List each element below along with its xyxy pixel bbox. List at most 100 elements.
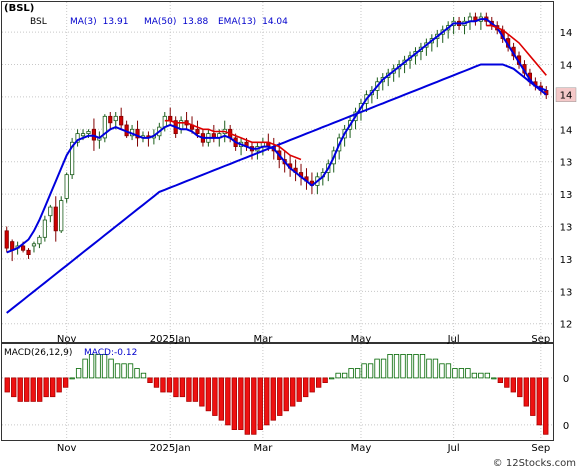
macd-bar	[361, 363, 367, 379]
price-grid	[2, 2, 553, 342]
macd-bar	[160, 377, 166, 393]
macd-bar	[49, 377, 56, 398]
candle-body	[80, 133, 86, 137]
macd-bar	[445, 363, 452, 379]
macd-bar	[543, 377, 549, 435]
macd-bar	[387, 353, 393, 379]
price-tick-label: 13	[560, 255, 573, 266]
candle-body	[91, 128, 97, 141]
macd-bar	[153, 377, 160, 388]
candle-body	[64, 174, 69, 199]
macd-bar	[147, 377, 153, 383]
macd-bar	[523, 377, 529, 407]
macd-bar	[517, 377, 523, 398]
macd-bar	[413, 353, 419, 379]
macd-x-label: May	[351, 443, 372, 454]
ema13-line	[164, 24, 547, 161]
macd-bar	[205, 377, 212, 412]
macd-bar	[257, 377, 263, 430]
macd-bar	[504, 377, 510, 388]
macd-bar	[309, 377, 315, 393]
macd-bar	[95, 353, 101, 379]
candle-body	[108, 115, 113, 124]
macd-bar	[30, 377, 36, 402]
macd-bar	[127, 363, 134, 379]
candle-body	[119, 115, 124, 126]
candle-body	[195, 128, 200, 135]
macd-bar	[108, 358, 114, 379]
macd-bar	[244, 377, 250, 435]
macd-bar	[458, 368, 465, 379]
ma3-line	[6, 18, 547, 254]
macd-bar	[393, 353, 400, 379]
macd-bar	[199, 377, 205, 407]
macd-bar	[290, 377, 296, 407]
macd-bar	[374, 358, 380, 379]
legend-item: EMA(13) 14.04	[218, 17, 288, 27]
macd-bar	[231, 377, 237, 430]
macd-bar	[179, 377, 186, 398]
macd-bar	[17, 377, 23, 402]
macd-bar	[82, 358, 88, 379]
candle-body	[53, 206, 58, 232]
price-tick-label: 13	[560, 190, 573, 201]
macd-bar	[114, 363, 121, 379]
macd-bar	[471, 372, 478, 379]
candle-body	[59, 200, 64, 232]
macd-bar	[166, 377, 173, 393]
price-tick-label: 14	[560, 125, 573, 136]
macd-bar	[140, 372, 147, 379]
macd-bar	[419, 353, 426, 379]
candle-body	[37, 236, 42, 245]
macd-bar	[452, 368, 458, 379]
symbol-label: (BSL)	[4, 3, 34, 14]
macd-bar	[478, 372, 484, 379]
macd-bar	[380, 358, 387, 379]
macd-bar	[335, 372, 341, 379]
price-x-label: Jul	[447, 334, 460, 345]
macd-bar	[186, 377, 192, 402]
macd-bar	[400, 353, 406, 379]
macd-bars	[4, 353, 549, 435]
candle-body	[4, 230, 9, 249]
macd-bar	[367, 363, 374, 379]
price-x-label: Sep	[531, 334, 550, 345]
macd-bar	[121, 363, 127, 379]
macd-bar	[173, 377, 179, 398]
price-x-label: 2025Jan	[150, 334, 191, 345]
candle-body	[113, 115, 118, 122]
legend-value: 13.91	[103, 17, 129, 27]
macd-bar	[530, 377, 536, 416]
macd-bar	[264, 377, 270, 426]
last-price-label: 14	[560, 91, 573, 102]
macd-bar	[37, 377, 43, 402]
macd-bar	[283, 377, 289, 412]
price-panel-frame	[1, 1, 554, 343]
candle-body	[162, 115, 167, 128]
legend-item: MA(50) 13.88	[144, 17, 208, 27]
candle-body	[26, 249, 31, 255]
candle-body	[31, 243, 37, 247]
macd-bar	[341, 372, 348, 379]
macd-x-label: 2025Jan	[150, 443, 191, 454]
macd-bar	[536, 377, 542, 426]
candle-body	[102, 115, 107, 139]
macd-bar	[225, 377, 231, 426]
macd-bar	[426, 358, 432, 379]
macd-bar	[270, 377, 276, 421]
candle-body	[75, 133, 80, 143]
moving-averages	[6, 18, 547, 314]
macd-bar	[296, 377, 302, 402]
macd-bar	[24, 377, 30, 402]
price-tick-label: 13	[560, 158, 573, 169]
macd-bar	[238, 377, 244, 430]
legend-item: MA(3) 13.91	[70, 17, 128, 27]
price-x-label: May	[351, 334, 372, 345]
candle-body	[70, 141, 75, 176]
legend-value: 13.88	[182, 17, 208, 27]
macd-bar	[322, 377, 328, 383]
candle-body	[135, 128, 140, 139]
legend-label: MA(50)	[144, 17, 176, 27]
price-tick-label: 12	[560, 320, 573, 331]
